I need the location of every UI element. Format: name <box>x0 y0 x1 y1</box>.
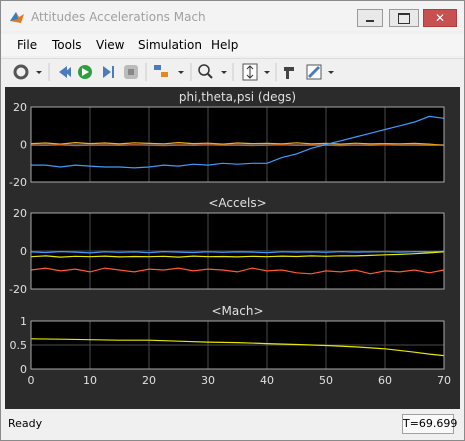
x-tick-label: 50 <box>319 374 333 387</box>
series-line <box>30 250 445 254</box>
axes-frame <box>30 106 445 183</box>
menu-item[interactable]: Help <box>211 38 239 52</box>
x-tick-label: 10 <box>83 374 97 387</box>
x-tick-label: 30 <box>201 374 215 387</box>
menu-bar: File Tools View Simulation Help <box>1 34 464 56</box>
y-tick-label: 0 <box>20 363 27 376</box>
plot-title: <Mach> <box>211 304 263 318</box>
cursor-button[interactable] <box>284 67 294 79</box>
minimize-button[interactable] <box>357 9 383 27</box>
y-tick-label: 0 <box>20 139 27 152</box>
series-line <box>30 141 445 146</box>
close-button[interactable]: ✕ <box>423 9 457 27</box>
maximize-button[interactable] <box>389 9 419 27</box>
toolbar <box>1 58 464 87</box>
window-title: Attitudes Accelerations Mach <box>31 10 206 24</box>
signal-button[interactable] <box>154 65 161 70</box>
plot-title: <Accels> <box>208 196 266 210</box>
toolbar-icons <box>13 63 334 81</box>
scope-panel: phi,theta,psi (degs) -20 0 20 <Accels> -20 0 20… <box>5 87 460 409</box>
series-line <box>30 338 445 357</box>
series-line <box>31 115 445 169</box>
y-tick-label: 0.5 <box>10 339 28 352</box>
y-tick-label: 1 <box>20 315 27 328</box>
status-bar: Ready T=69.699 <box>1 411 464 439</box>
app-icon <box>10 12 24 23</box>
settings-button[interactable] <box>13 64 29 80</box>
menu-item[interactable]: View <box>96 38 125 52</box>
y-tick-label: 20 <box>13 207 27 220</box>
axes-frame <box>30 320 445 370</box>
menu-item[interactable]: Tools <box>52 38 82 52</box>
sim-time: T=69.699 <box>402 414 457 434</box>
y-tick-label: -20 <box>9 283 27 296</box>
x-tick-label: 20 <box>142 374 156 387</box>
y-tick-label: 20 <box>13 101 27 114</box>
status-text: Ready <box>8 417 43 430</box>
series-line <box>30 251 445 258</box>
y-tick-label: 0 <box>20 245 27 258</box>
series-line <box>30 267 445 275</box>
x-tick-label: 60 <box>378 374 392 387</box>
plot-title: phi,theta,psi (degs) <box>179 90 296 104</box>
title-bar: Attitudes Accelerations Mach ✕ <box>1 1 464 31</box>
y-tick-label: -20 <box>9 176 27 189</box>
zoom-button[interactable] <box>198 64 210 76</box>
x-tick-label: 40 <box>260 374 274 387</box>
series-line <box>30 144 445 147</box>
menu-item[interactable]: Simulation <box>138 38 202 52</box>
step-forward-button[interactable] <box>103 66 111 78</box>
step-back-button[interactable] <box>59 66 71 78</box>
menu-item[interactable]: File <box>17 38 38 52</box>
x-tick-label: 70 <box>437 374 451 387</box>
x-tick-label: 0 <box>28 374 35 387</box>
axes-frame <box>30 212 445 290</box>
